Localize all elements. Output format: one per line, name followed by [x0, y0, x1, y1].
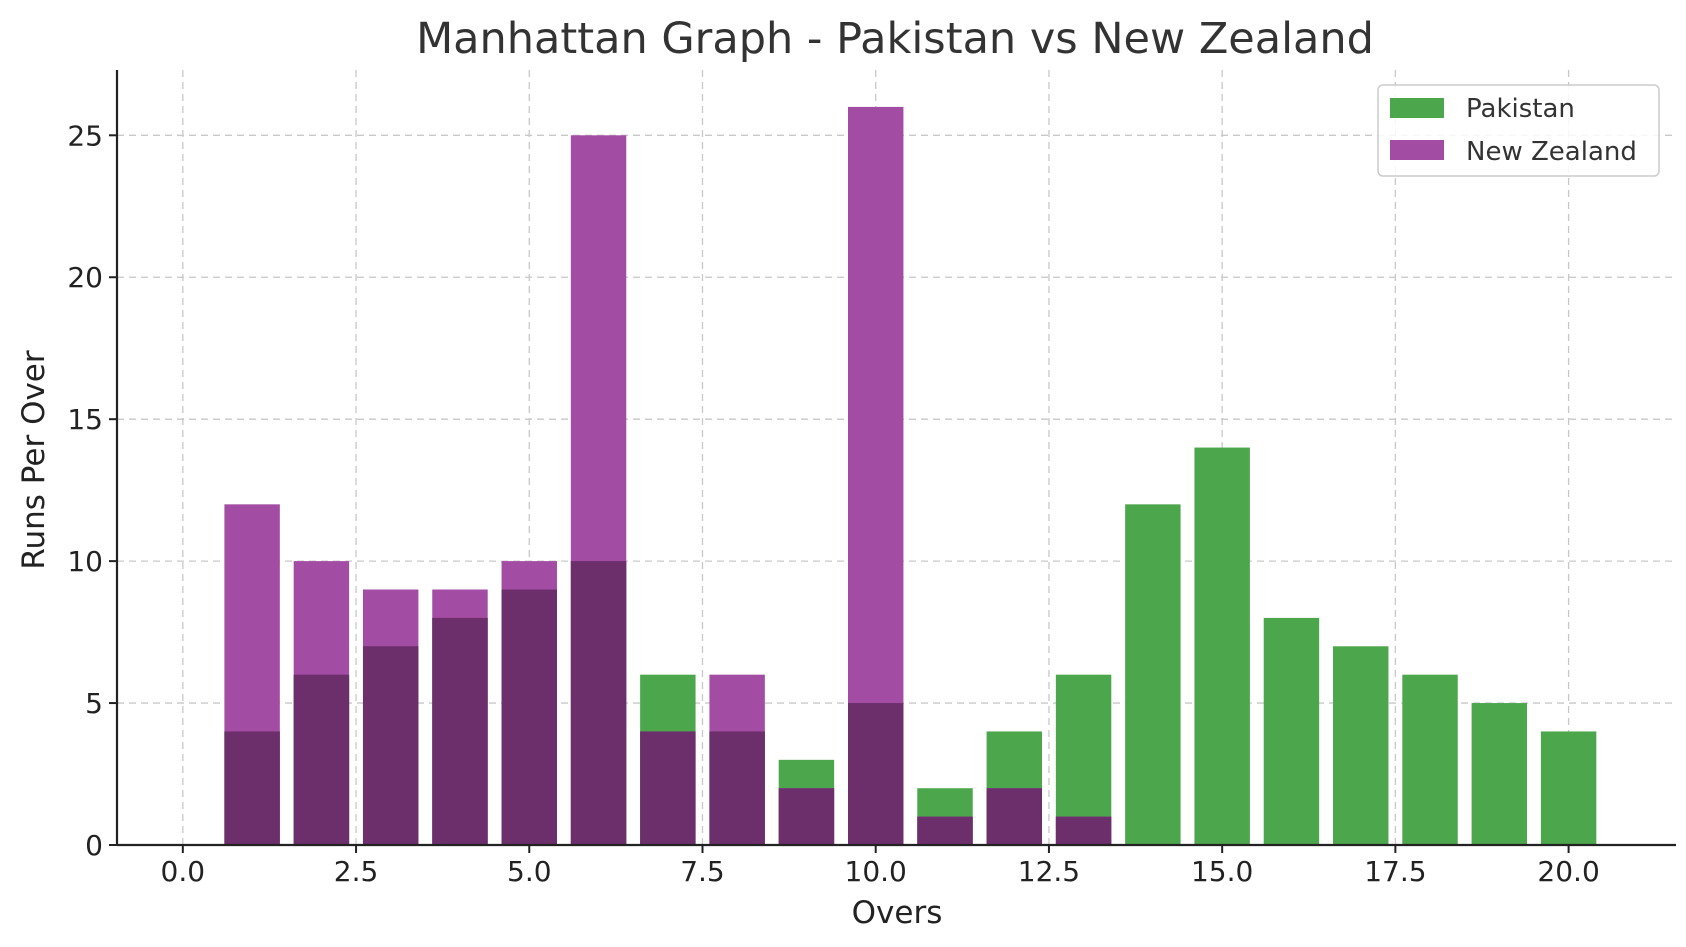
x-tick-label-15: 15.0: [1191, 855, 1253, 888]
legend-swatch-new-zealand: [1390, 140, 1444, 160]
bar-pakistan-over-19: [1471, 703, 1528, 845]
bar-pakistan-over-16: [1263, 617, 1320, 845]
chart-title: Manhattan Graph - Pakistan vs New Zealan…: [416, 14, 1374, 64]
x-axis-label: Overs: [852, 895, 943, 931]
y-tick-label-0: 0: [85, 829, 103, 862]
bar-overlap-over-7: [640, 731, 696, 845]
bar-overlap-over-2: [293, 674, 350, 845]
x-tick-label-17-5: 17.5: [1364, 855, 1426, 888]
bar-overlap-over-4: [432, 617, 488, 845]
x-tick-label-7-5: 7.5: [680, 855, 725, 888]
bar-overlap-over-12: [986, 788, 1043, 845]
y-tick-label-10: 10: [67, 545, 103, 578]
x-tick-label-2-5: 2.5: [334, 855, 379, 888]
y-tick-label-25: 25: [67, 119, 103, 152]
bar-pakistan-over-18: [1402, 674, 1458, 845]
bar-overlap-over-1: [224, 731, 280, 845]
legend-label-new-zealand: New Zealand: [1466, 137, 1637, 167]
axes: [115, 70, 1676, 847]
bar-overlap-over-11: [917, 816, 973, 845]
y-tick-label-15: 15: [67, 403, 103, 436]
bar-overlap-over-9: [778, 788, 835, 845]
y-axis-label: Runs Per Over: [16, 350, 52, 570]
tick-labels: 0.0 2.5 5.0 7.5 10.0 12.5 15.0 17.5 20.0 0 5 10 15 20…: [67, 119, 1599, 888]
y-tick-label-20: 20: [67, 261, 103, 294]
bar-overlap-over-5: [501, 589, 557, 845]
bar-overlap-over-6: [570, 561, 627, 845]
x-tick-label-20: 20.0: [1537, 855, 1599, 888]
bar-pakistan-over-17: [1333, 646, 1389, 845]
legend-box: [1377, 84, 1660, 177]
bar-overlap-over-10: [847, 703, 904, 845]
legend-swatch-pakistan: [1390, 98, 1444, 118]
x-tick-label-12-5: 12.5: [1018, 855, 1080, 888]
x-tick-label-0: 0.0: [161, 855, 206, 888]
bar-pakistan-over-20: [1540, 731, 1597, 845]
legend-label-pakistan: Pakistan: [1466, 94, 1575, 124]
y-tick-label-5: 5: [85, 687, 103, 720]
bar-pakistan-over-15: [1194, 447, 1250, 845]
bar-pakistan-over-14: [1125, 504, 1181, 845]
bar-overlap-over-8: [709, 731, 765, 845]
bar-overlap-over-3: [362, 646, 419, 845]
bar-overlap-over-13: [1055, 816, 1112, 845]
x-tick-label-10: 10.0: [845, 855, 907, 888]
x-tick-label-5: 5.0: [507, 855, 552, 888]
legend: Pakistan New Zealand: [1377, 84, 1660, 177]
bars: [224, 106, 1597, 846]
